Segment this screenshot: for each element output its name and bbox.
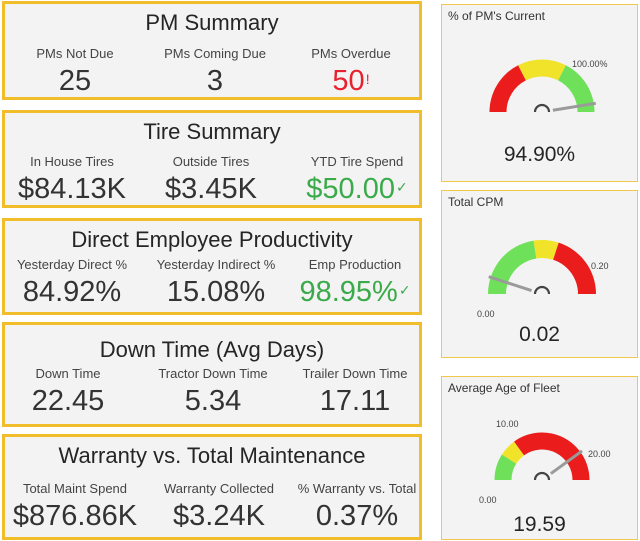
kpi-label: In House Tires (30, 154, 114, 169)
gauge-needle (552, 101, 597, 112)
kpi-label: Outside Tires (172, 154, 250, 169)
gauge-hub (533, 471, 551, 481)
kpi-value-with-status: 98.95%✓ (285, 276, 425, 309)
kpi-value: 50 (332, 65, 365, 97)
kpi-warranty-collected: Warranty Collected $3.24K (149, 481, 289, 533)
pm-summary-card[interactable]: PM Summary PMs Not Due 25 PMs Coming Due… (2, 1, 422, 100)
kpi-label: PMs Coming Due (164, 46, 266, 61)
gauge-band (501, 441, 525, 464)
gauge-band (558, 65, 595, 112)
gauge-band (514, 432, 590, 480)
gauge-card-fleet-age[interactable]: Average Age of Fleet 0.00 10.00 20.00 19… (441, 376, 638, 540)
warranty-card[interactable]: Warranty vs. Total Maintenance Total Mai… (2, 434, 422, 540)
kpi-label: Down Time (35, 366, 101, 381)
kpi-value: 3 (206, 65, 224, 97)
kpi-pms-coming-due: PMs Coming Due 3 (145, 46, 285, 98)
kpi-value: 5.34 (184, 385, 242, 417)
down-time-title: Down Time (Avg Days) (99, 337, 325, 362)
kpi-value: 0.37% (315, 500, 399, 532)
gauge-band (533, 240, 559, 260)
kpi-value: 15.08% (166, 276, 266, 308)
kpi-value: 17.11 (319, 385, 391, 417)
kpi-label: Emp Production (308, 257, 402, 272)
gauge-title: Average Age of Fleet (448, 381, 560, 395)
kpi-label: YTD Tire Spend (310, 154, 404, 169)
kpi-label: Yesterday Direct % (16, 257, 128, 272)
kpi-ytd-tire-spend: YTD Tire Spend $50.00✓ (287, 154, 427, 206)
kpi-value: $50.00 (306, 173, 395, 205)
kpi-outside-tires: Outside Tires $3.45K (141, 154, 281, 206)
gauge-hub (533, 285, 551, 295)
gauge-card-total-cpm[interactable]: Total CPM 0.00 0.20 0.02 (441, 190, 638, 358)
kpi-pms-not-due: PMs Not Due 25 (5, 46, 145, 98)
kpi-value: 25 (58, 65, 92, 97)
kpi-label: Tractor Down Time (158, 366, 268, 381)
gauge-max-label: 20.00 (588, 449, 611, 459)
kpi-label: % Warranty vs. Total (297, 481, 417, 496)
kpi-warranty-vs-total: % Warranty vs. Total 0.37% (287, 481, 427, 533)
kpi-label: PMs Overdue (311, 46, 391, 61)
gauge-needle (550, 449, 583, 475)
kpi-yesterday-indirect: Yesterday Indirect % 15.08% (146, 257, 286, 309)
gauge-mid-label: 10.00 (496, 419, 519, 429)
gauge-max-label: 100.00% (572, 59, 608, 69)
check-icon: ✓ (395, 179, 408, 195)
check-icon: ✓ (398, 282, 411, 298)
exclamation-icon: ! (365, 71, 370, 87)
kpi-value: $84.13K (17, 173, 127, 205)
gauge-max-label: 0.20 (591, 261, 609, 271)
kpi-label: Warranty Collected (163, 481, 275, 496)
kpi-label: PMs Not Due (36, 46, 114, 61)
productivity-title: Direct Employee Productivity (71, 227, 353, 252)
kpi-label: Total Maint Spend (22, 481, 128, 496)
kpi-label: Trailer Down Time (302, 366, 408, 381)
kpi-value: 98.95% (299, 276, 398, 308)
gauge-band (553, 242, 596, 294)
down-time-card[interactable]: Down Time (Avg Days) Down Time 22.45 Tra… (2, 322, 422, 427)
kpi-emp-production: Emp Production 98.95%✓ (285, 257, 425, 309)
kpi-trailer-down-time: Trailer Down Time 17.11 (285, 366, 425, 418)
gauge-card-pm-current[interactable]: % of PM's Current 100.00% 94.90% (441, 4, 638, 182)
gauge-hub (533, 103, 551, 113)
gauge-value: 19.59 (513, 513, 566, 536)
gauge-dial (488, 240, 596, 295)
gauge-value: 94.90% (503, 143, 576, 166)
gauge-band (488, 240, 537, 294)
kpi-value-with-status: $50.00✓ (287, 173, 427, 206)
gauge-value: 0.02 (519, 323, 560, 346)
gauge-band (489, 65, 526, 112)
gauge-dial (494, 432, 590, 481)
gauge-title: Total CPM (448, 195, 504, 209)
kpi-value: $3.45K (165, 173, 257, 205)
kpi-value: 22.45 (31, 385, 105, 417)
warranty-title: Warranty vs. Total Maintenance (58, 443, 366, 468)
pm-summary-title: PM Summary (145, 10, 279, 35)
kpi-value: $876.86K (12, 500, 138, 532)
gauge-needle (488, 275, 533, 293)
productivity-card[interactable]: Direct Employee Productivity Yesterday D… (2, 218, 422, 315)
kpi-value-with-status: 50! (281, 65, 421, 98)
tire-summary-title: Tire Summary (143, 119, 281, 144)
kpi-yesterday-direct: Yesterday Direct % 84.92% (2, 257, 142, 309)
kpi-pms-overdue: PMs Overdue 50! (281, 46, 421, 98)
kpi-value: $3.24K (173, 500, 265, 532)
kpi-tractor-down-time: Tractor Down Time 5.34 (143, 366, 283, 418)
gauge-dial (489, 59, 597, 113)
gauge-band (494, 454, 517, 480)
gauge-min-label: 0.00 (477, 309, 495, 319)
tire-summary-card[interactable]: Tire Summary In House Tires $84.13K Outs… (2, 110, 422, 208)
kpi-total-maint-spend: Total Maint Spend $876.86K (5, 481, 145, 533)
kpi-in-house-tires: In House Tires $84.13K (2, 154, 142, 206)
gauge-min-label: 0.00 (479, 495, 497, 505)
kpi-value: 84.92% (22, 276, 122, 308)
gauge-title: % of PM's Current (448, 9, 545, 23)
gauge-band (518, 59, 566, 81)
kpi-down-time: Down Time 22.45 (0, 366, 138, 418)
kpi-label: Yesterday Indirect % (156, 257, 276, 272)
